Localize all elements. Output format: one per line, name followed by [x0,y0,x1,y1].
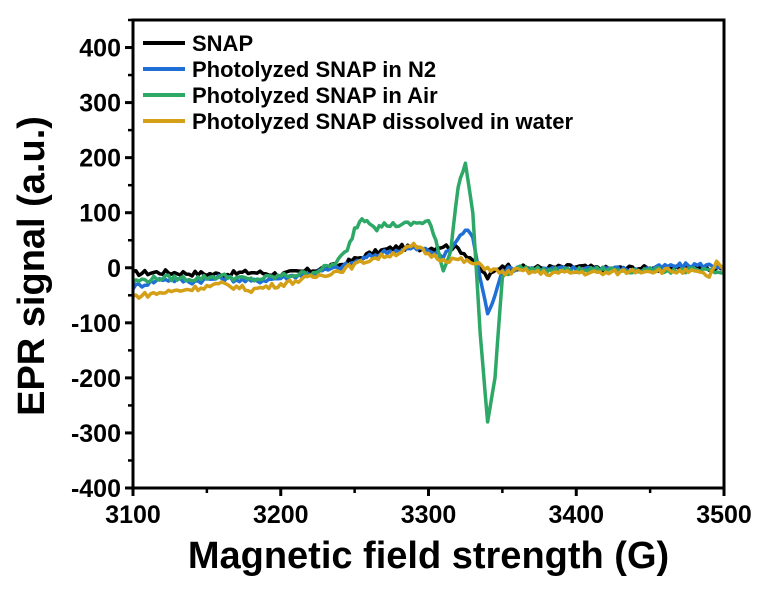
legend-label: SNAP [192,31,253,56]
y-tick-label: -200 [71,365,121,393]
series-line-2 [131,161,725,424]
y-tick-label: -100 [71,310,121,338]
y-tick-label: 100 [79,200,121,228]
ticks-layer [125,18,726,496]
series-layer [131,161,726,424]
labels-layer: 3100 3200 3300 3400 3500 -400 -300 -200 -100 0 100… [71,35,752,529]
y-tick-label: 0 [107,255,121,283]
x-tick-label: 3300 [401,501,457,529]
y-axis-title: EPR signal (a.u.) [11,116,53,416]
legend-label: Photolyzed SNAP in Air [192,83,438,108]
y-tick-label: -300 [71,420,121,448]
x-tick-label: 3500 [696,501,752,529]
y-tick-label: 400 [79,35,121,63]
legend-label: Photolyzed SNAP in N2 [192,57,436,82]
series-line-3 [132,241,726,300]
x-axis-title: Magnetic field strength (G) [188,535,669,577]
legend-label: Photolyzed SNAP dissolved in water [192,109,573,134]
x-tick-label: 3100 [105,501,161,529]
x-tick-label: 3200 [253,501,309,529]
y-tick-label: 300 [79,90,121,118]
y-tick-label: 200 [79,145,121,173]
x-tick-label: 3400 [548,501,604,529]
y-tick-label: -400 [71,475,121,503]
